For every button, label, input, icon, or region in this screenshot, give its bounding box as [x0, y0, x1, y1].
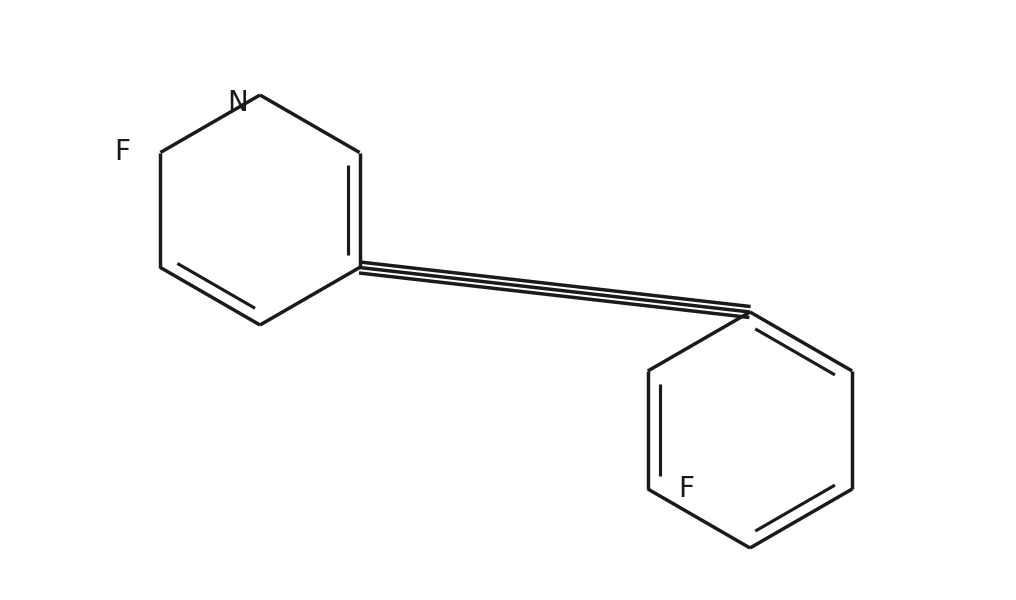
Text: N: N	[228, 89, 248, 117]
Text: F: F	[678, 475, 694, 503]
Text: F: F	[115, 139, 130, 166]
